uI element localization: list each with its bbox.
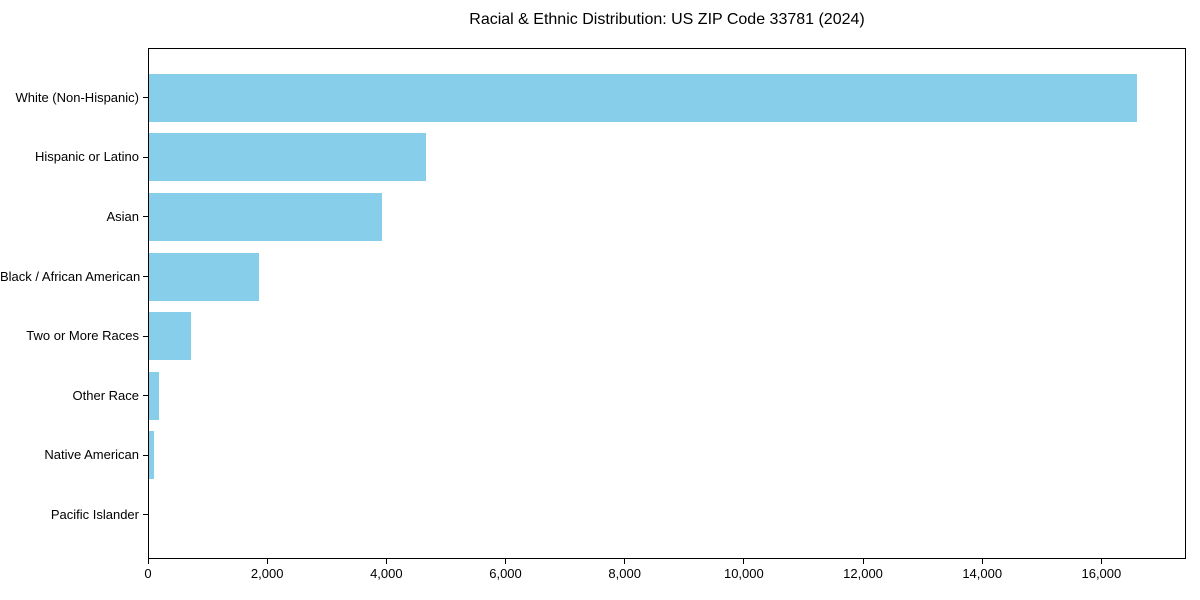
y-tick-mark <box>143 97 148 99</box>
x-tick-label: 14,000 <box>962 566 1003 581</box>
bar <box>149 431 154 480</box>
x-tick-mark <box>505 559 507 564</box>
x-tick-label: 12,000 <box>843 566 883 581</box>
x-tick-mark <box>1100 559 1102 564</box>
x-tick-label: 10,000 <box>723 566 764 581</box>
x-tick-mark <box>624 559 626 564</box>
bar <box>149 312 191 361</box>
category-label: Black / African American <box>0 268 141 284</box>
y-tick-mark <box>143 156 148 158</box>
x-tick-mark <box>743 559 745 564</box>
category-label: White (Non-Hispanic) <box>15 89 139 105</box>
x-tick-mark <box>385 559 387 564</box>
x-tick-mark <box>862 559 864 564</box>
y-tick-mark <box>143 335 148 337</box>
x-tick-mark <box>981 559 983 564</box>
y-tick-mark <box>143 514 148 516</box>
bar <box>149 73 1137 122</box>
plot-area <box>148 48 1186 559</box>
bar <box>149 192 383 241</box>
x-tick-mark <box>147 559 149 564</box>
x-tick-label: 8,000 <box>608 566 641 581</box>
x-tick-label: 0 <box>144 566 152 581</box>
category-label: Hispanic or Latino <box>34 149 139 165</box>
x-tick-label: 4,000 <box>370 566 403 581</box>
x-tick-mark <box>266 559 268 564</box>
chart-title: Racial & Ethnic Distribution: US ZIP Cod… <box>469 11 865 28</box>
y-tick-mark <box>143 395 148 397</box>
category-label: Other Race <box>72 387 139 403</box>
x-tick-label: 6,000 <box>489 566 522 581</box>
bar <box>149 371 159 420</box>
y-tick-mark <box>143 216 148 218</box>
x-tick-label: 16,000 <box>1081 566 1122 581</box>
bar <box>149 252 259 301</box>
y-tick-mark <box>143 454 148 456</box>
category-label: Two or More Races <box>26 328 139 344</box>
category-label: Native American <box>44 447 139 463</box>
x-tick-label: 2,000 <box>250 566 284 581</box>
bar <box>149 133 427 182</box>
category-label: Asian <box>106 208 139 224</box>
y-tick-mark <box>143 276 148 277</box>
category-label: Pacific Islander <box>50 506 139 522</box>
